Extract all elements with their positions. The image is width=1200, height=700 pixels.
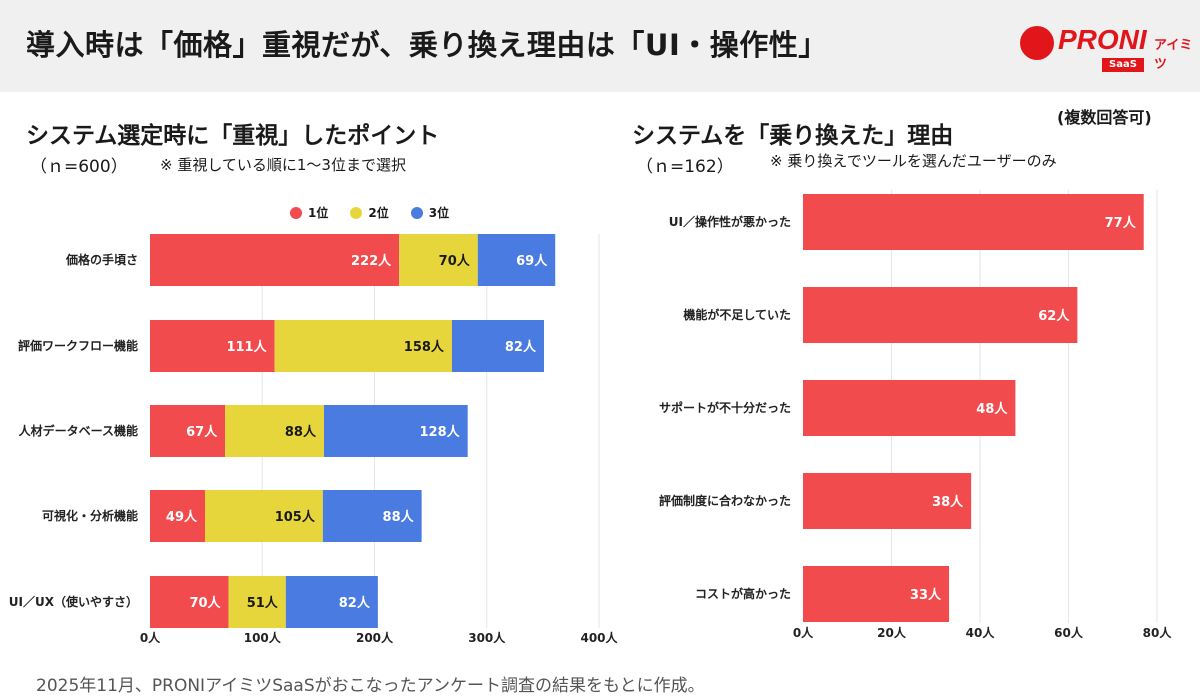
legend-dot-icon (350, 206, 363, 219)
legend-item-3: 3位 (410, 204, 450, 221)
bar-segment (399, 234, 478, 286)
x-tick-label: 40人 (966, 625, 996, 640)
category-label: 人材データベース機能 (19, 423, 138, 438)
category-label: 可視化・分析機能 (42, 508, 138, 523)
data-label: 82人 (505, 339, 537, 355)
bar-segment (451, 320, 544, 372)
logo-text: PRONI (1058, 24, 1147, 55)
bar-segment (150, 490, 206, 542)
right-chart-sample: （ｎ=162） (636, 157, 734, 177)
proni-logo: PRONI アイミツ SaaS (1020, 18, 1200, 76)
multi-answer-note: (複数回答可) (1057, 108, 1152, 127)
category-label: UI／操作性が悪かった (669, 214, 791, 229)
data-label: 33人 (910, 587, 942, 603)
page-title: 導入時は「価格」重視だが、乗り換え理由は「UI・操作性」 (26, 28, 828, 62)
data-label: 38人 (932, 494, 964, 510)
x-tick-label: 0人 (793, 625, 814, 640)
legend-item-2: 2位 (350, 204, 389, 221)
source-footer: 2025年11月、PRONIアイミツSaaSがおこなったアンケート調査の結果をも… (36, 676, 705, 696)
data-label: 88人 (285, 424, 317, 440)
data-label: 105人 (275, 509, 316, 525)
legend-label: 1位 (308, 206, 329, 220)
right-chart-title: システムを「乗り換えた」理由 (632, 123, 954, 149)
data-label: 49人 (166, 509, 198, 525)
data-label: 77人 (1105, 215, 1137, 231)
header: 導入時は「価格」重視だが、乗り換え理由は「UI・操作性」 PRONI アイミツ … (0, 0, 1200, 92)
bar-segment (477, 234, 556, 286)
bar-segment (150, 576, 229, 628)
legend-label: 3位 (428, 206, 450, 220)
data-label: 158人 (404, 339, 445, 355)
data-label: 88人 (383, 509, 415, 525)
x-tick-label: 200人 (356, 630, 394, 645)
x-tick-label: 20人 (877, 625, 907, 640)
bar-segment (803, 473, 972, 529)
left-chart-sample: （ｎ=600） (30, 157, 128, 177)
x-tick-label: 300人 (468, 630, 506, 645)
category-label: コストが高かった (695, 586, 791, 601)
left-chart-title: システム選定時に「重視」したポイント (26, 123, 440, 149)
bar-segment (803, 194, 1144, 250)
x-tick-label: 80人 (1143, 625, 1173, 640)
legend-label: 2位 (368, 206, 389, 220)
data-label: 82人 (339, 595, 371, 611)
data-label: 69人 (516, 253, 548, 269)
bar-segment (322, 490, 422, 542)
data-label: 67人 (186, 424, 218, 440)
category-label: 機能が不足していた (683, 307, 791, 322)
category-label: サポートが不十分だった (659, 400, 791, 415)
bar-segment (228, 576, 286, 628)
bar-segment (285, 576, 378, 628)
logo-kana: アイミツ (1154, 38, 1193, 72)
bar-segment (803, 287, 1078, 343)
bar-segment (274, 320, 452, 372)
legend: 1位 2位 3位 (290, 204, 471, 221)
x-tick-label: 60人 (1054, 625, 1084, 640)
legend-dot-icon (410, 206, 423, 219)
bar-segment (205, 490, 323, 542)
left-chart-note: ※ 重視している順に1〜3位まで選択 (160, 156, 406, 174)
bar-segment (323, 405, 468, 457)
category-label: 評価ワークフロー機能 (18, 338, 138, 353)
category-label: 価格の手頃さ (65, 252, 138, 267)
bar-segment (803, 566, 950, 622)
legend-item-1: 1位 (290, 204, 328, 221)
data-label: 48人 (976, 401, 1008, 417)
bar-segment (150, 320, 275, 372)
logo-badge: SaaS (1102, 58, 1144, 72)
data-label: 222人 (351, 253, 392, 269)
bar-segment (803, 380, 1016, 436)
x-tick-label: 400人 (580, 630, 618, 645)
x-tick-label: 100人 (244, 630, 282, 645)
right-chart-note: ※ 乗り換えでツールを選んだユーザーのみ (770, 152, 1057, 170)
category-label: UI／UX（使いやすさ） (9, 594, 138, 609)
bar-segment (150, 405, 226, 457)
data-label: 128人 (420, 424, 461, 440)
category-label: 評価制度に合わなかった (659, 493, 791, 508)
data-label: 70人 (439, 253, 471, 269)
logo-mark-icon (1020, 26, 1054, 60)
bar-segment (225, 405, 324, 457)
bar-segment (150, 234, 400, 286)
data-label: 51人 (247, 595, 279, 611)
data-label: 111人 (226, 339, 267, 355)
legend-dot-icon (290, 206, 302, 219)
data-label: 70人 (189, 595, 221, 611)
x-tick-label: 0人 (140, 630, 161, 645)
data-label: 62人 (1038, 308, 1070, 324)
